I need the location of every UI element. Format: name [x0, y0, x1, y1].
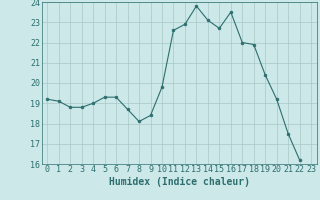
X-axis label: Humidex (Indice chaleur): Humidex (Indice chaleur) — [109, 177, 250, 187]
